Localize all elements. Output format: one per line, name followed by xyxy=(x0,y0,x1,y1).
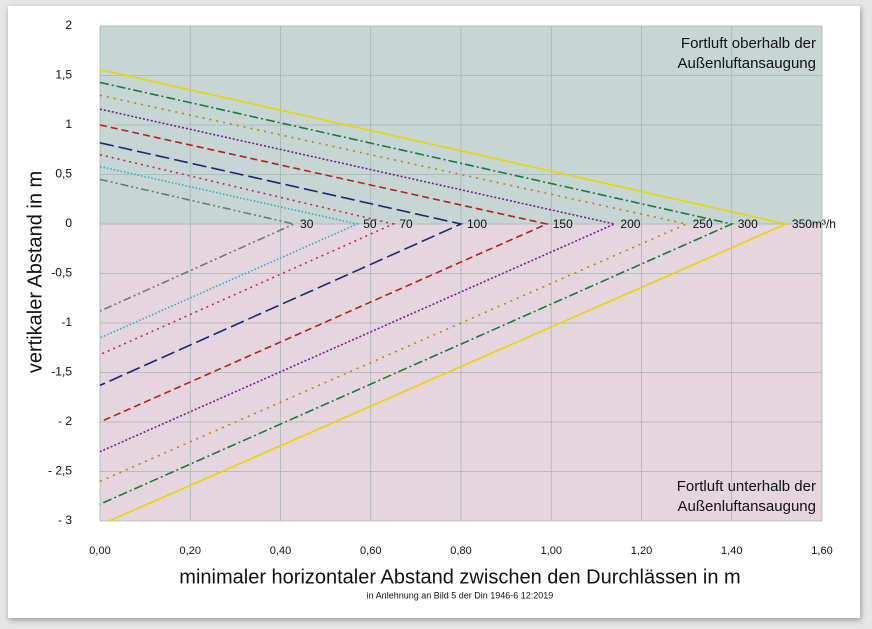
y-tick-label: 1,5 xyxy=(55,68,72,82)
y-tick-label: 0,5 xyxy=(55,167,72,181)
y-tick-label: - 2,5 xyxy=(48,464,72,478)
y-axis-title: vertikaler Abstand in m xyxy=(24,171,46,373)
series-label: 50 xyxy=(363,217,377,231)
series-label: 300 xyxy=(738,217,758,231)
x-tick-label: 0,80 xyxy=(450,545,471,557)
series-line xyxy=(99,124,550,423)
annotation: Außenluftansaugung xyxy=(678,55,816,72)
y-tick-label: -1,5 xyxy=(51,365,72,379)
series-line xyxy=(99,153,396,356)
y-tick-label: - 2 xyxy=(58,414,72,428)
x-axis-title: minimaler horizontaler Abstand zwischen … xyxy=(179,566,740,588)
plot-area: 0,00 0,20 0,40 0,60 0,80 1,00 1,20 1,40 1,60 - 3 -… xyxy=(48,18,836,557)
annotation: Außenluftansaugung xyxy=(678,498,816,515)
series-label: 250 xyxy=(693,217,713,231)
y-tick-label: - 3 xyxy=(58,513,72,527)
x-tick-label: 1,00 xyxy=(541,545,562,557)
x-tick-label: 1,20 xyxy=(631,545,652,557)
annotation: Fortluft oberhalb der xyxy=(681,35,816,52)
series-label: 200 xyxy=(620,217,640,231)
y-tick-label: 1 xyxy=(65,117,72,131)
y-tick-label: -1 xyxy=(61,315,72,329)
series-line xyxy=(99,81,735,505)
x-tick-label: 0,60 xyxy=(360,545,381,557)
series-line xyxy=(99,68,789,522)
series-line xyxy=(99,178,297,312)
series-label: 150 xyxy=(553,217,573,231)
x-tick-label: 1,40 xyxy=(721,545,742,557)
series-line xyxy=(99,165,360,339)
x-tick-label: 1,60 xyxy=(811,545,832,557)
y-tick-label: 0 xyxy=(65,216,72,230)
y-tick-label: -0,5 xyxy=(51,266,72,280)
annotation: Fortluft unterhalb der xyxy=(677,478,816,495)
note: in Anlehnung an Bild 5 der Din 1946-6 12… xyxy=(367,590,554,600)
series-line xyxy=(99,142,464,387)
x-tick-label: 0,20 xyxy=(180,545,201,557)
y-tick-label: 2 xyxy=(65,18,72,32)
series-label: 30 xyxy=(300,217,314,231)
series-label: 100 xyxy=(467,217,487,231)
series-label: 350m³/h xyxy=(792,217,836,231)
series-label: 70 xyxy=(399,217,413,231)
x-tick-label: 0,00 xyxy=(89,545,110,557)
x-tick-label: 0,40 xyxy=(270,545,291,557)
